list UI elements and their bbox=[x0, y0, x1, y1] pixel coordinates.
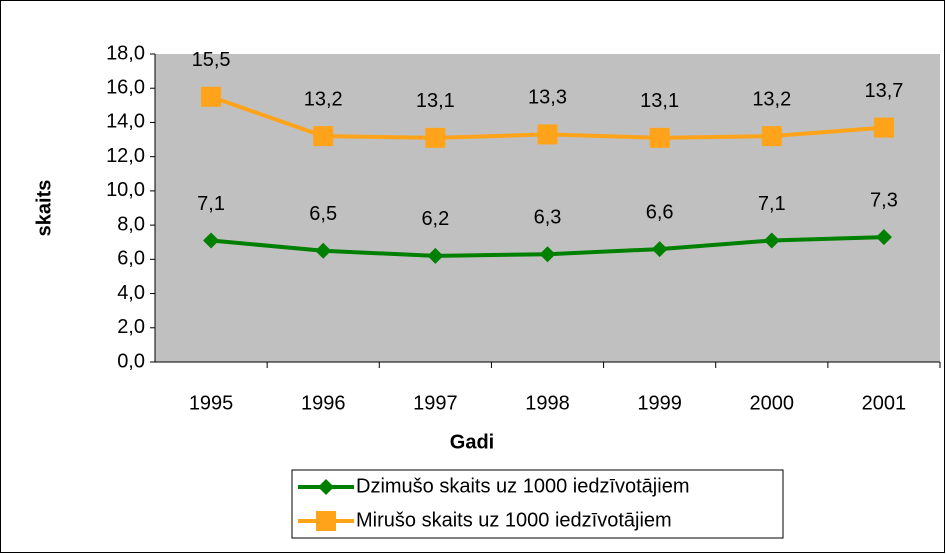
data-label: 6,2 bbox=[421, 208, 449, 230]
marker bbox=[315, 242, 332, 259]
marker bbox=[875, 229, 892, 246]
y-tick-label: 10,0 bbox=[106, 179, 145, 201]
marker bbox=[201, 86, 222, 107]
legend-label: Dzimušo skaits uz 1000 iedzīvotājiem bbox=[356, 475, 689, 497]
y-tick-label: 0,0 bbox=[117, 350, 145, 372]
data-label: 15,5 bbox=[192, 49, 231, 71]
x-tick-label: 1995 bbox=[189, 392, 234, 414]
y-tick-label: 4,0 bbox=[117, 282, 145, 304]
marker bbox=[761, 126, 782, 147]
data-label: 6,6 bbox=[646, 201, 674, 223]
y-tick-label: 2,0 bbox=[117, 316, 145, 338]
marker bbox=[537, 124, 558, 145]
y-tick-label: 12,0 bbox=[106, 145, 145, 167]
marker bbox=[873, 117, 894, 138]
x-tick-label: 1997 bbox=[413, 392, 458, 414]
data-label: 13,7 bbox=[864, 80, 903, 102]
y-tick-label: 8,0 bbox=[117, 213, 145, 235]
data-label: 6,5 bbox=[309, 203, 337, 225]
data-label: 13,1 bbox=[640, 90, 679, 112]
y-tick-label: 18,0 bbox=[106, 42, 145, 64]
data-label: 7,3 bbox=[870, 189, 898, 211]
data-label: 7,1 bbox=[758, 193, 786, 215]
x-tick-label: 2001 bbox=[862, 392, 907, 414]
x-tick-label: 1999 bbox=[637, 392, 682, 414]
marker bbox=[649, 127, 670, 148]
data-label: 6,3 bbox=[534, 206, 562, 228]
data-label: 13,3 bbox=[528, 87, 567, 109]
x-axis-title: Gadi bbox=[450, 431, 494, 453]
marker bbox=[539, 246, 556, 263]
y-axis-title: skaits bbox=[33, 180, 55, 237]
y-tick-label: 16,0 bbox=[106, 77, 145, 99]
marker bbox=[763, 232, 780, 249]
marker bbox=[427, 247, 444, 264]
plot-area bbox=[155, 54, 940, 362]
legend-box bbox=[291, 469, 784, 539]
data-label: 13,1 bbox=[416, 90, 455, 112]
marker bbox=[316, 511, 336, 531]
marker bbox=[425, 127, 446, 148]
legend-label: Mirušo skaits uz 1000 iedzīvotājiem bbox=[356, 509, 672, 531]
y-tick-label: 14,0 bbox=[106, 111, 145, 133]
marker bbox=[651, 241, 668, 258]
x-tick-label: 1998 bbox=[525, 392, 570, 414]
marker bbox=[318, 479, 334, 495]
data-label: 7,1 bbox=[197, 193, 225, 215]
x-tick-label: 1996 bbox=[301, 392, 346, 414]
marker bbox=[203, 232, 220, 249]
x-tick-label: 2000 bbox=[750, 392, 795, 414]
data-label: 13,2 bbox=[304, 88, 343, 110]
y-tick-label: 6,0 bbox=[117, 248, 145, 270]
marker bbox=[313, 126, 334, 147]
data-label: 13,2 bbox=[752, 88, 791, 110]
